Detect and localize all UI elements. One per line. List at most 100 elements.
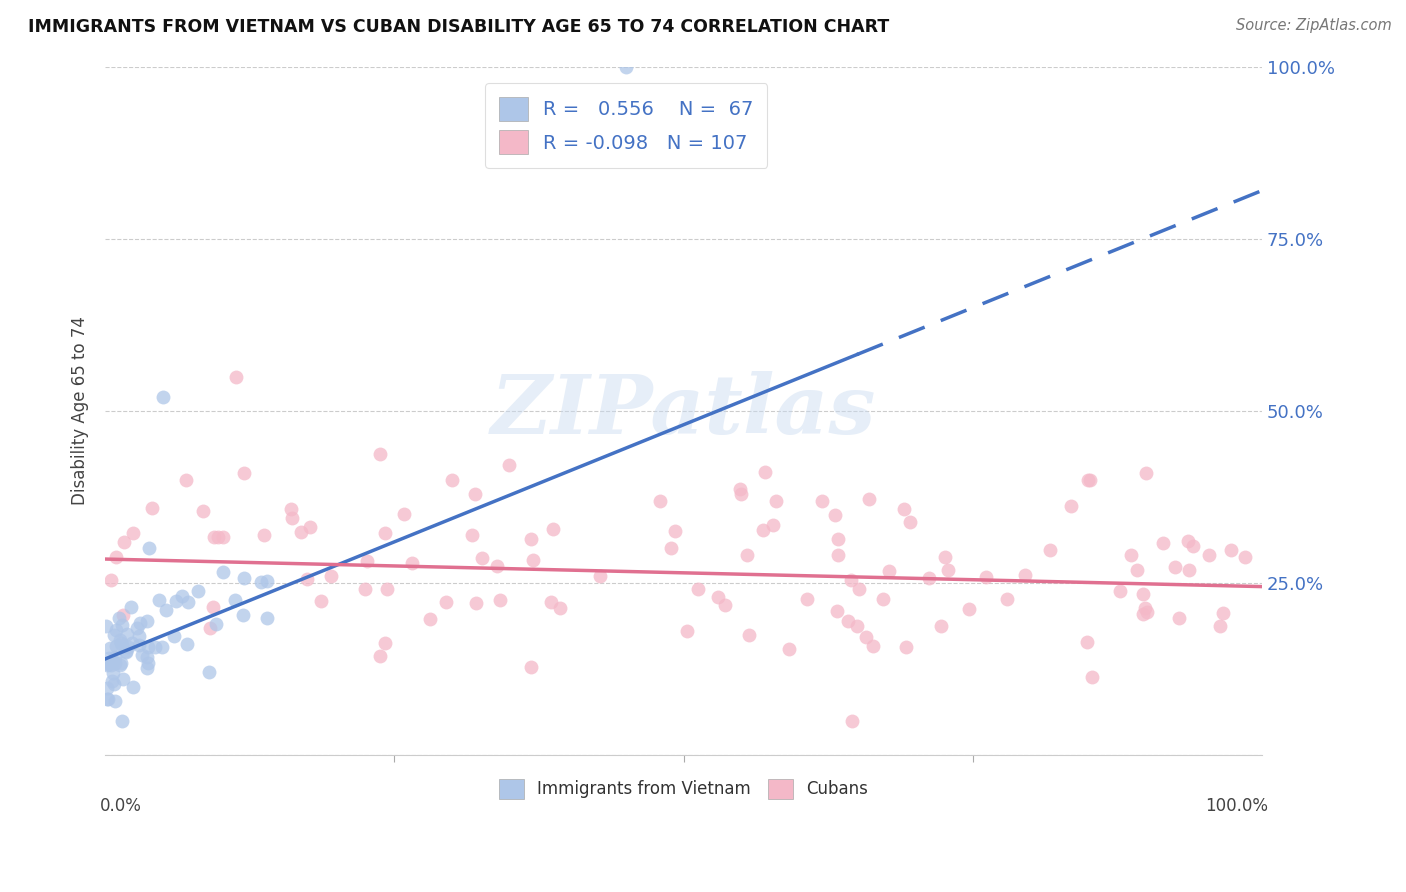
Point — [122, 680, 145, 694]
Point — [98, 650, 121, 665]
Point — [540, 594, 562, 608]
Point — [290, 525, 312, 540]
Point — [486, 559, 509, 574]
Point — [461, 528, 484, 542]
Point — [1076, 635, 1098, 649]
Point — [176, 637, 198, 651]
Point — [1081, 670, 1104, 684]
Point — [1234, 549, 1257, 564]
Point — [198, 665, 221, 680]
Point — [728, 482, 751, 496]
Point — [108, 657, 131, 672]
Point — [893, 501, 915, 516]
Point — [1198, 548, 1220, 562]
Text: IMMIGRANTS FROM VIETNAM VS CUBAN DISABILITY AGE 65 TO 74 CORRELATION CHART: IMMIGRANTS FROM VIETNAM VS CUBAN DISABIL… — [28, 18, 890, 36]
Point — [825, 604, 848, 618]
Point — [827, 532, 849, 546]
Point — [136, 614, 159, 628]
Text: ZIPatlas: ZIPatlas — [491, 371, 876, 451]
Point — [1136, 605, 1159, 619]
Point — [522, 553, 544, 567]
Point — [659, 541, 682, 556]
Point — [848, 582, 870, 597]
Point — [368, 648, 391, 663]
Legend: Immigrants from Vietnam, Cubans: Immigrants from Vietnam, Cubans — [489, 769, 877, 809]
Point — [827, 548, 849, 562]
Point — [401, 556, 423, 570]
Point — [111, 618, 134, 632]
Point — [111, 714, 134, 728]
Point — [114, 643, 136, 657]
Point — [751, 524, 773, 538]
Point — [96, 658, 118, 673]
Point — [1219, 542, 1241, 557]
Point — [110, 657, 132, 671]
Point — [110, 636, 132, 650]
Point — [115, 645, 138, 659]
Point — [824, 508, 846, 523]
Point — [150, 640, 173, 655]
Y-axis label: Disability Age 65 to 74: Disability Age 65 to 74 — [72, 317, 89, 506]
Point — [471, 550, 494, 565]
Point — [122, 525, 145, 540]
Point — [138, 656, 160, 670]
Point — [295, 572, 318, 586]
Point — [811, 493, 834, 508]
Point — [281, 510, 304, 524]
Point — [1132, 587, 1154, 601]
Point — [1177, 563, 1199, 577]
Point — [714, 599, 737, 613]
Point — [1168, 611, 1191, 625]
Point — [105, 640, 128, 654]
Point — [280, 501, 302, 516]
Point — [1164, 560, 1187, 574]
Point — [131, 648, 153, 662]
Point — [128, 638, 150, 652]
Point — [299, 520, 322, 534]
Point — [121, 636, 143, 650]
Point — [224, 593, 246, 607]
Point — [1182, 539, 1205, 553]
Point — [201, 599, 224, 614]
Point — [309, 594, 332, 608]
Point — [128, 616, 150, 631]
Point — [225, 369, 247, 384]
Point — [96, 692, 118, 706]
Point — [872, 591, 894, 606]
Point — [211, 530, 233, 544]
Point — [614, 60, 637, 74]
Point — [488, 592, 510, 607]
Point — [356, 554, 378, 568]
Point — [233, 571, 256, 585]
Point — [170, 589, 193, 603]
Point — [465, 596, 488, 610]
Point — [191, 503, 214, 517]
Point — [498, 458, 520, 473]
Point — [120, 600, 142, 615]
Point — [862, 640, 884, 654]
Point — [136, 640, 159, 654]
Point — [434, 595, 457, 609]
Point — [155, 602, 177, 616]
Point — [1077, 473, 1099, 487]
Point — [707, 590, 730, 604]
Point — [664, 524, 686, 538]
Point — [929, 619, 952, 633]
Point — [1209, 618, 1232, 632]
Point — [152, 390, 174, 404]
Point — [96, 619, 118, 633]
Point — [761, 518, 783, 533]
Point — [97, 657, 120, 671]
Point — [256, 611, 278, 625]
Point — [541, 522, 564, 536]
Point — [256, 574, 278, 588]
Point — [1132, 607, 1154, 621]
Point — [253, 528, 276, 542]
Point — [441, 473, 464, 487]
Point — [392, 507, 415, 521]
Point — [187, 584, 209, 599]
Point — [174, 473, 197, 487]
Point — [589, 569, 612, 583]
Point — [103, 650, 125, 665]
Point — [233, 466, 256, 480]
